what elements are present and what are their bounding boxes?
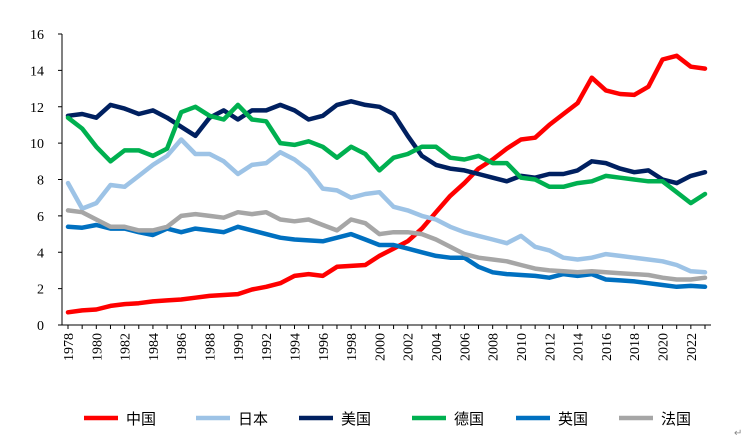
legend-label-1: 中国 bbox=[126, 410, 156, 428]
x-tick-label: 1994 bbox=[288, 333, 303, 361]
legend-label-6: 法国 bbox=[661, 410, 691, 428]
legend: 中国 日本 美国 德国 英国 法国 bbox=[84, 410, 691, 428]
y-tick-label: 14 bbox=[30, 64, 44, 79]
series-line-1 bbox=[65, 53, 708, 315]
x-tick-label: 1992 bbox=[260, 333, 275, 361]
x-tick-label: 1988 bbox=[204, 333, 219, 361]
x-tick-label: 1998 bbox=[345, 333, 360, 361]
legend-label-4: 德国 bbox=[454, 410, 484, 428]
x-tick-label: 2010 bbox=[515, 333, 530, 361]
x-tick-label: 2012 bbox=[543, 333, 558, 361]
x-tick-label: 1990 bbox=[232, 333, 247, 361]
legend-label-2: 日本 bbox=[238, 410, 268, 428]
x-tick-label: 2008 bbox=[487, 333, 502, 361]
x-tick-label: 2022 bbox=[685, 333, 700, 361]
legend-label-3: 美国 bbox=[341, 410, 371, 428]
series-line-6 bbox=[65, 208, 708, 282]
x-tick-label: 1980 bbox=[90, 333, 105, 361]
x-tick-label: 2002 bbox=[402, 333, 417, 361]
y-tick-label: 8 bbox=[37, 174, 44, 189]
x-tick-label: 1984 bbox=[147, 333, 162, 361]
x-tick-label: 2006 bbox=[458, 333, 473, 361]
x-tick-label: 2016 bbox=[600, 333, 615, 361]
series-line-2 bbox=[65, 137, 708, 275]
x-tick-label: 2014 bbox=[572, 333, 587, 361]
legend-label-5: 英国 bbox=[558, 410, 588, 428]
x-tick-label: 1986 bbox=[175, 333, 190, 361]
x-tick-label: 2018 bbox=[628, 333, 643, 361]
x-tick-label: 1982 bbox=[119, 333, 134, 361]
x-tick-label: 2004 bbox=[430, 333, 445, 361]
x-tick-label: 2020 bbox=[657, 333, 672, 361]
x-tick-label: 2000 bbox=[373, 333, 388, 361]
series-line-3 bbox=[65, 99, 708, 186]
series-line-5 bbox=[65, 222, 708, 290]
series-line-4 bbox=[65, 102, 708, 206]
axes: 0 2 4 6 8 10 12 14 16 1978 1980 1982 1984 1986 1988 199… bbox=[30, 28, 711, 361]
y-tick-label: 4 bbox=[37, 246, 44, 261]
series-layer bbox=[65, 53, 708, 315]
y-tick-label: 2 bbox=[37, 283, 44, 298]
paragraph-mark: ↵ bbox=[734, 428, 743, 439]
y-tick-label: 12 bbox=[30, 101, 44, 116]
y-tick-label: 0 bbox=[37, 319, 44, 334]
x-tick-label: 1978 bbox=[62, 333, 77, 361]
y-tick-label: 10 bbox=[30, 137, 44, 152]
y-tick-label: 6 bbox=[37, 210, 44, 225]
y-tick-label: 16 bbox=[30, 28, 44, 43]
x-tick-label: 1996 bbox=[317, 333, 332, 361]
